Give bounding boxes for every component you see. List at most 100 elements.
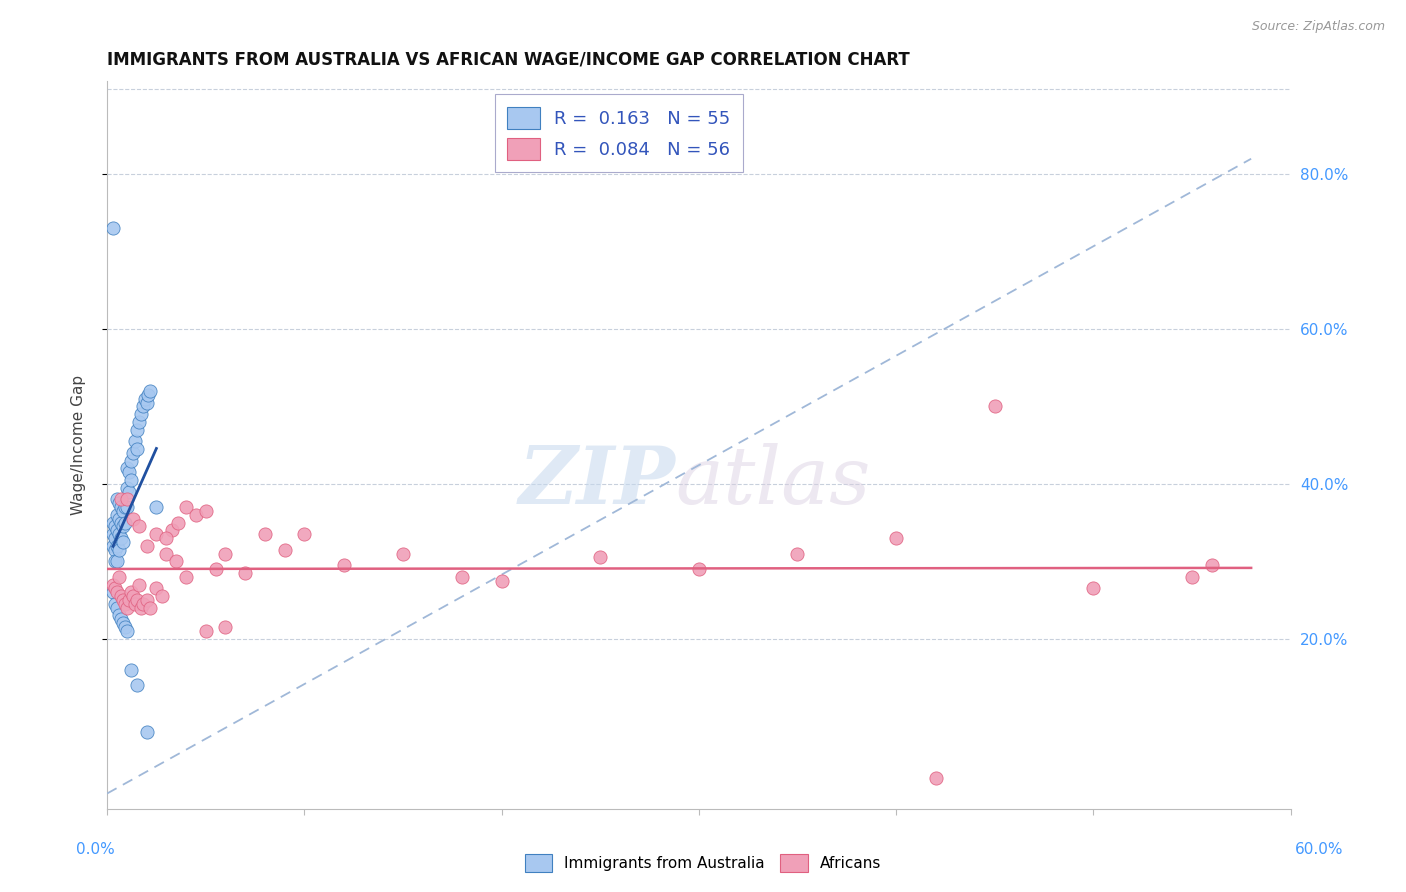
Point [124,597,146,611]
Point [233,566,256,580]
Point [105,508,128,522]
Point [121,446,143,460]
Point [589,550,612,565]
Point [167,516,190,530]
Point [115,624,138,638]
Text: ZIP: ZIP [519,442,675,520]
Point [115,492,138,507]
Point [108,512,131,526]
Point [114,516,136,530]
Point [110,612,132,626]
Point [214,620,236,634]
Point [125,593,148,607]
Text: IMMIGRANTS FROM AUSTRALIA VS AFRICAN WAGE/INCOME GAP CORRELATION CHART: IMMIGRANTS FROM AUSTRALIA VS AFRICAN WAG… [107,51,910,69]
Point [145,582,167,596]
Point [125,678,148,692]
Point [111,504,134,518]
Point [104,597,127,611]
Point [105,524,128,538]
Point [110,492,132,507]
Point [165,554,187,568]
Point [120,663,142,677]
Point [924,771,946,785]
Point [115,461,138,475]
Point [108,542,131,557]
Point [1083,582,1105,596]
Point [118,465,141,479]
Point [214,547,236,561]
Point [174,570,197,584]
Point [131,597,153,611]
Point [392,547,415,561]
Y-axis label: Wage/Income Gap: Wage/Income Gap [72,376,86,516]
Point [253,527,276,541]
Point [110,500,132,515]
Point [105,554,128,568]
Point [125,442,148,456]
Point [983,400,1005,414]
Point [145,500,167,515]
Point [105,539,128,553]
Point [688,562,710,576]
Point [145,527,167,541]
Point [104,531,127,545]
Point [204,562,226,576]
Point [105,492,128,507]
Point [333,558,356,573]
Point [101,527,124,541]
Point [128,577,150,591]
Point [135,395,157,409]
Point [101,221,124,235]
Point [1181,570,1204,584]
Point [104,542,127,557]
Point [124,434,146,449]
Point [194,504,217,518]
Point [129,600,152,615]
Point [114,597,136,611]
Point [111,519,134,533]
Point [120,585,142,599]
Point [160,524,183,538]
Point [174,500,197,515]
Point [115,481,138,495]
Text: Source: ZipAtlas.com: Source: ZipAtlas.com [1251,20,1385,33]
Point [114,620,136,634]
Point [111,535,134,549]
Point [194,624,217,638]
Text: atlas: atlas [675,442,870,520]
Point [139,600,162,615]
Point [101,516,124,530]
Point [110,516,132,530]
Point [134,392,156,406]
Point [108,527,131,541]
Point [155,547,177,561]
Point [884,531,907,545]
Point [104,554,127,568]
Point [104,519,127,533]
Point [120,453,142,467]
Point [150,589,173,603]
Point [120,473,142,487]
Point [105,585,128,599]
Point [451,570,474,584]
Point [184,508,207,522]
Point [108,570,131,584]
Point [273,542,295,557]
Legend: Immigrants from Australia, Africans: Immigrants from Australia, Africans [517,846,889,880]
Point [139,384,162,398]
Point [110,531,132,545]
Point [786,547,808,561]
Point [125,423,148,437]
Point [135,539,157,553]
Point [128,519,150,533]
Point [135,593,157,607]
Point [131,400,153,414]
Point [111,593,134,607]
Point [118,593,141,607]
Point [114,500,136,515]
Point [118,484,141,499]
Point [115,500,138,515]
Point [121,589,143,603]
Point [108,496,131,510]
Point [108,608,131,623]
